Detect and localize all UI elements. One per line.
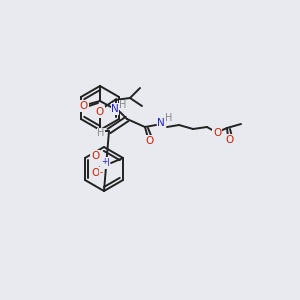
Text: H: H (97, 128, 105, 138)
Text: N: N (111, 104, 119, 114)
Text: N: N (101, 158, 110, 168)
Text: O: O (226, 135, 234, 145)
Text: +: + (101, 158, 107, 166)
Text: O: O (213, 128, 221, 138)
Text: O: O (96, 107, 104, 117)
Text: O: O (146, 136, 154, 146)
Text: H: H (165, 113, 173, 123)
Text: O: O (91, 151, 99, 161)
Text: N: N (157, 118, 165, 128)
Text: O: O (91, 168, 99, 178)
Text: H: H (119, 100, 127, 110)
Text: -: - (99, 169, 103, 178)
Text: O: O (80, 101, 88, 111)
